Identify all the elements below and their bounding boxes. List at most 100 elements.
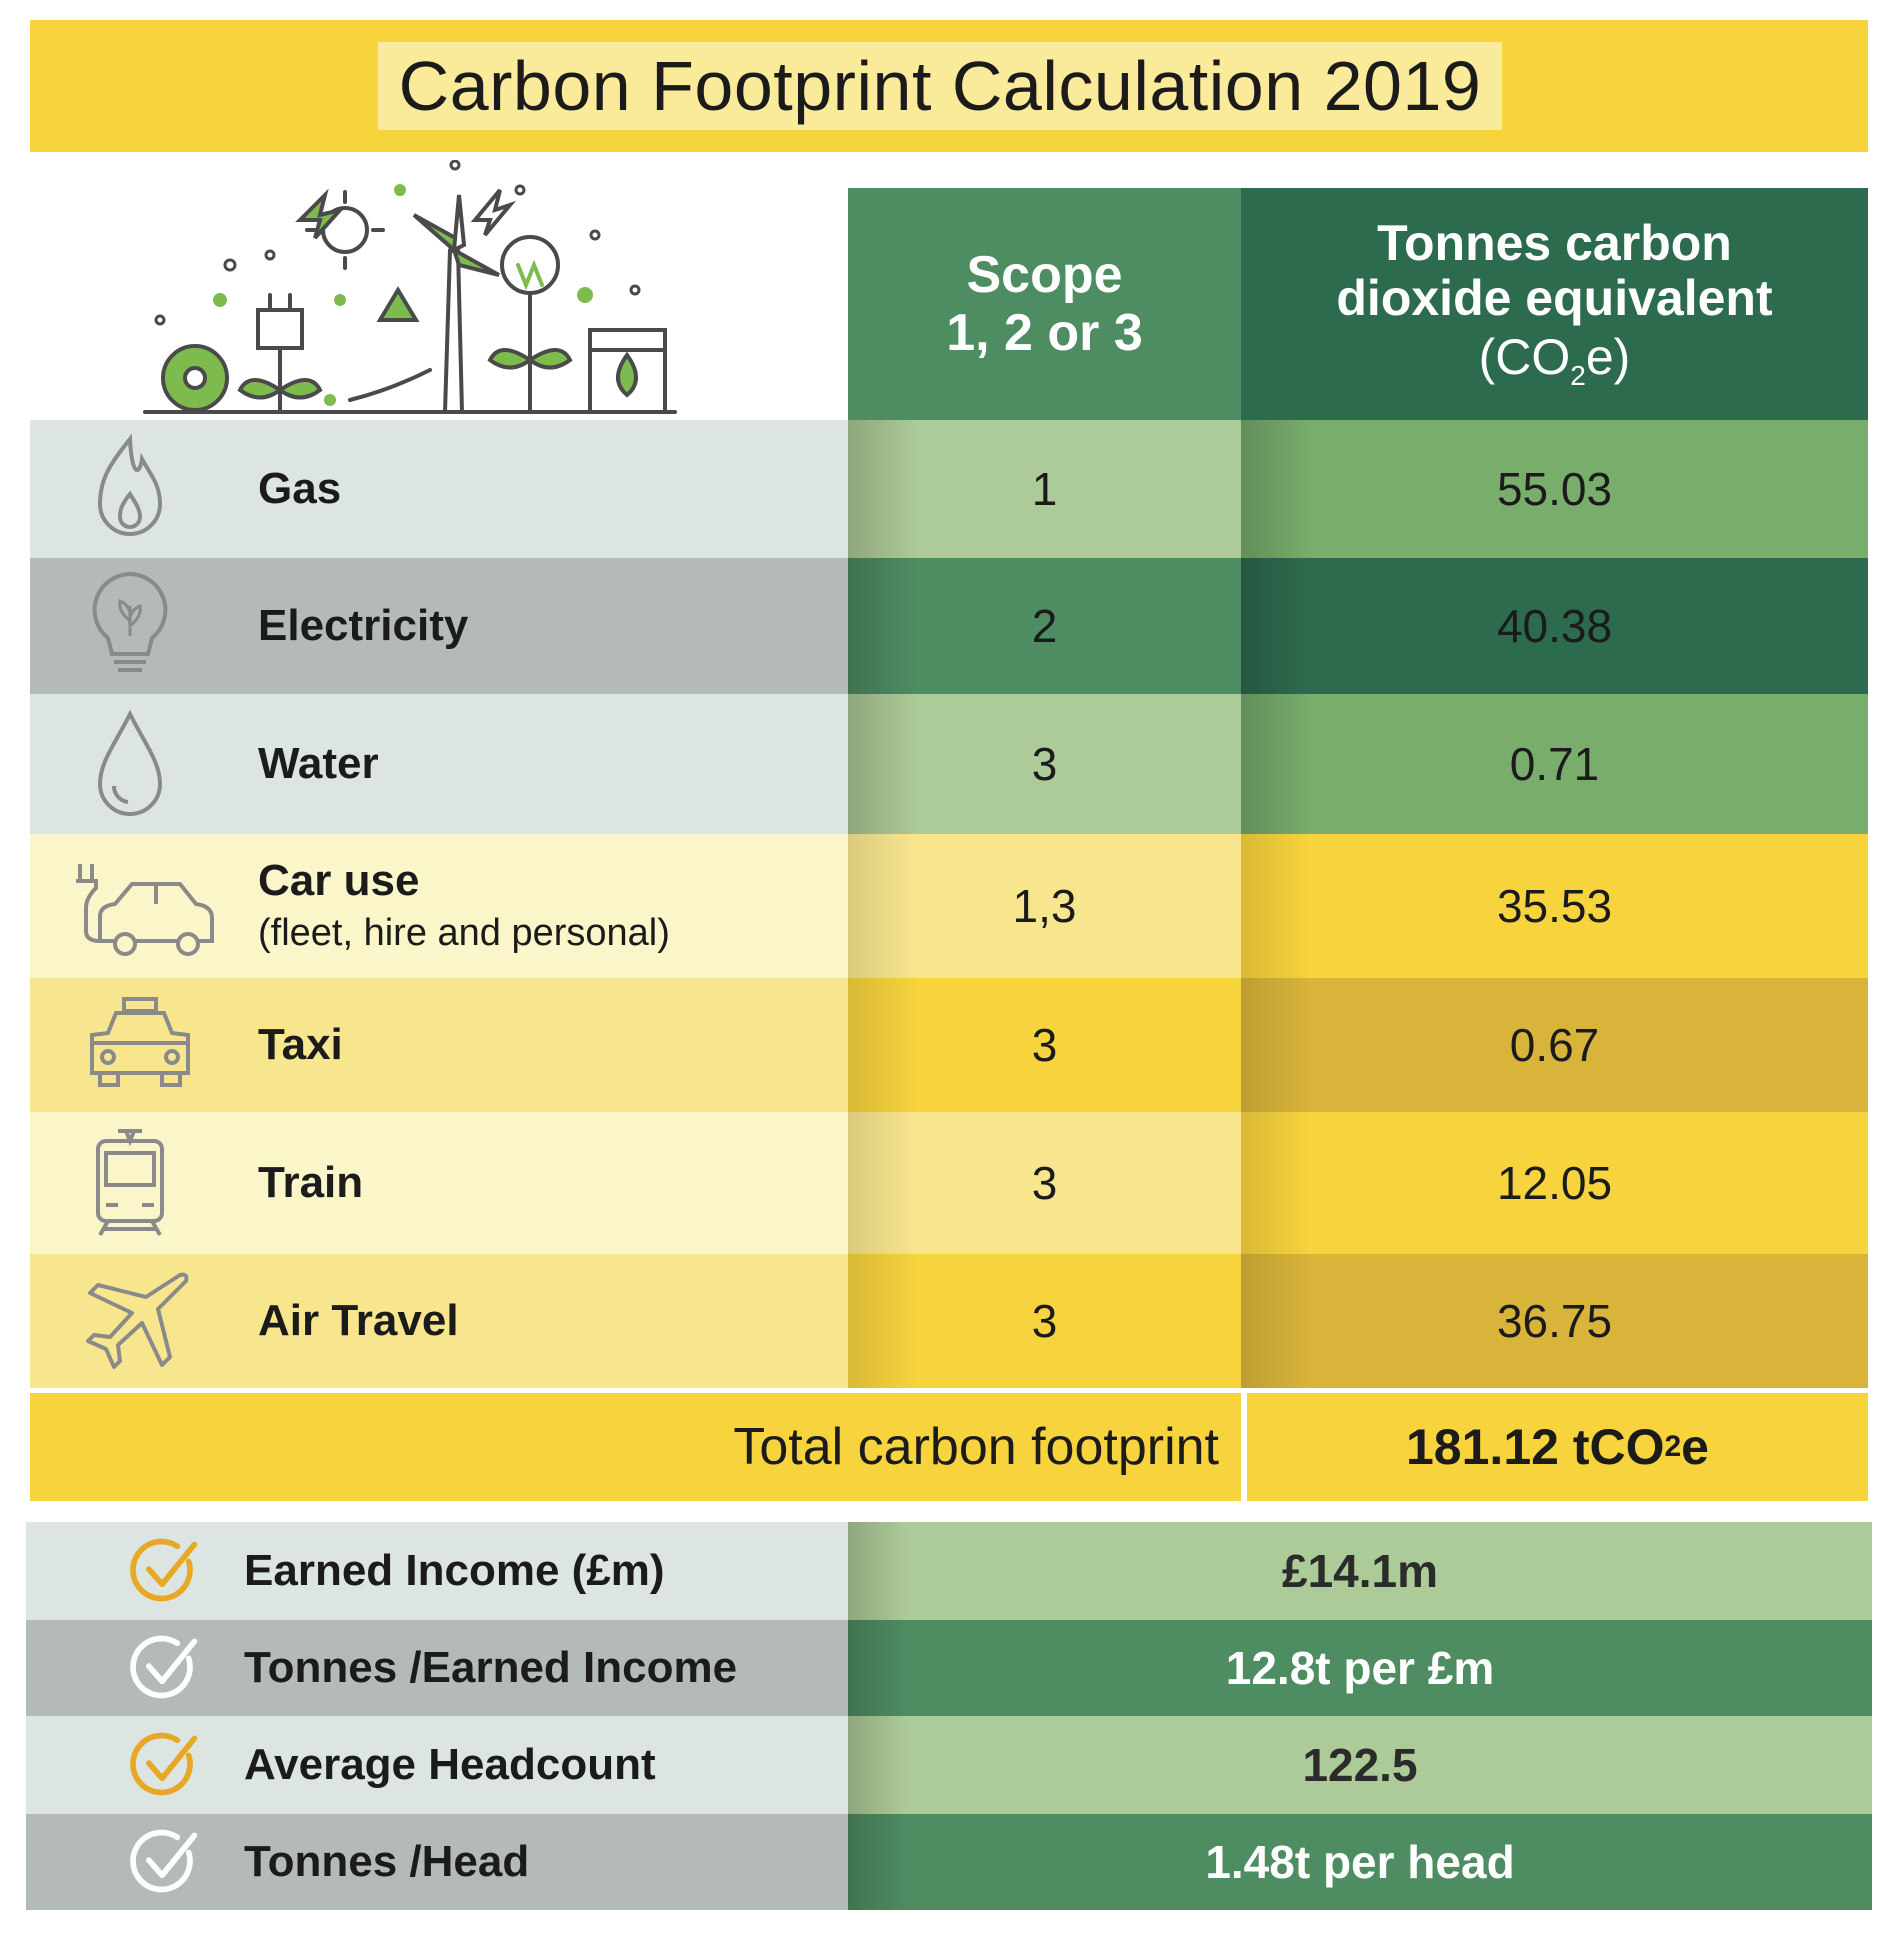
row-shadow bbox=[1241, 420, 1311, 558]
total-value-pre: 181.12 tCO bbox=[1406, 1419, 1665, 1475]
row-scope: 3 bbox=[1031, 1019, 1058, 1071]
summary-value-text: 1.48t per head bbox=[1205, 1836, 1515, 1888]
unit-pre: (CO bbox=[1478, 329, 1571, 386]
row-label: Gas bbox=[258, 464, 342, 513]
row-value-cell: 36.75 bbox=[1241, 1254, 1868, 1388]
row-label-cell: Taxi bbox=[30, 978, 848, 1112]
row-value: 55.03 bbox=[1496, 463, 1613, 515]
row-label-cell: Train bbox=[30, 1112, 848, 1254]
taxi-icon bbox=[90, 997, 190, 1087]
header-scope-line2: 1, 2 or 3 bbox=[946, 304, 1143, 362]
row-shadow bbox=[848, 420, 918, 558]
total-value-sub: 2 bbox=[1664, 1430, 1682, 1463]
check-circle-icon bbox=[130, 1829, 198, 1893]
row-shadow bbox=[1241, 1112, 1311, 1254]
row-scope-cell: 3 bbox=[848, 978, 1241, 1112]
row-scope: 3 bbox=[1031, 1157, 1058, 1209]
row-label: Electricity bbox=[258, 601, 469, 650]
row-value-cell: 35.53 bbox=[1241, 834, 1868, 978]
total-label: Total carbon footprint bbox=[30, 1393, 1241, 1501]
row-value-cell: 0.67 bbox=[1241, 978, 1868, 1112]
summary-value: 12.8t per £m bbox=[848, 1620, 1872, 1716]
summary-label: Tonnes /Head bbox=[244, 1837, 530, 1886]
airplane-icon bbox=[86, 1272, 189, 1369]
row-label: Car use bbox=[258, 856, 420, 905]
row-value-cell: 40.38 bbox=[1241, 558, 1868, 694]
row-shadow bbox=[1241, 978, 1311, 1112]
check-circle-icon bbox=[130, 1732, 198, 1796]
electric-car-icon bbox=[76, 864, 214, 956]
total-value: 181.12 tCO 2 e bbox=[1247, 1393, 1868, 1501]
row-value: 40.38 bbox=[1496, 600, 1613, 652]
row-value: 36.75 bbox=[1496, 1295, 1613, 1347]
row-shadow bbox=[1241, 558, 1311, 694]
row-shadow bbox=[848, 1522, 908, 1620]
summary-row: Tonnes /Head 1.48t per head bbox=[26, 1814, 1872, 1910]
table-row: Water 3 0.71 bbox=[30, 694, 1868, 834]
header-scope: Scope 1, 2 or 3 bbox=[848, 188, 1241, 420]
row-scope-cell: 3 bbox=[848, 1112, 1241, 1254]
row-shadow bbox=[1241, 834, 1311, 978]
row-scope-cell: 2 bbox=[848, 558, 1241, 694]
row-scope: 1 bbox=[1031, 463, 1058, 515]
row-scope: 1,3 bbox=[1012, 880, 1077, 932]
row-scope: 2 bbox=[1031, 600, 1058, 652]
flame-icon bbox=[97, 433, 163, 536]
row-shadow bbox=[848, 834, 918, 978]
summary-value-text: 122.5 bbox=[1302, 1739, 1418, 1791]
row-sublabel: (fleet, hire and personal) bbox=[258, 912, 670, 954]
train-icon bbox=[96, 1129, 164, 1236]
summary-value: 122.5 bbox=[848, 1716, 1872, 1814]
header-tonnes-unit: (CO2e) bbox=[1479, 330, 1631, 392]
lightbulb-icon bbox=[92, 571, 168, 672]
row-shadow bbox=[848, 1814, 908, 1910]
page-title: Carbon Footprint Calculation 2019 bbox=[378, 42, 1502, 130]
row-scope: 3 bbox=[1031, 1295, 1058, 1347]
row-scope-cell: 3 bbox=[848, 1254, 1241, 1388]
summary-label: Earned Income (£m) bbox=[244, 1546, 665, 1595]
row-label-cell: Electricity bbox=[30, 558, 848, 694]
header-tonnes-line2: dioxide equivalent bbox=[1336, 270, 1773, 327]
row-value-cell: 55.03 bbox=[1241, 420, 1868, 558]
table-row: Gas 1 55.03 bbox=[30, 420, 1868, 558]
unit-post: e) bbox=[1585, 329, 1631, 386]
summary-value-text: £14.1m bbox=[1281, 1545, 1438, 1597]
row-shadow bbox=[848, 558, 918, 694]
summary-value: 1.48t per head bbox=[848, 1814, 1872, 1910]
summary-value-text: 12.8t per £m bbox=[1225, 1642, 1495, 1694]
water-drop-icon bbox=[97, 709, 163, 816]
row-label-cell: Air Travel bbox=[30, 1254, 848, 1388]
table-row: Air Travel 3 36.75 bbox=[30, 1254, 1868, 1388]
summary-row: Tonnes /Earned Income 12.8t per £m bbox=[26, 1620, 1872, 1716]
row-value-cell: 12.05 bbox=[1241, 1112, 1868, 1254]
row-label-cell: Gas bbox=[30, 420, 848, 558]
row-label-cell: Water bbox=[30, 694, 848, 834]
row-label: Taxi bbox=[258, 1020, 343, 1069]
unit-sub: 2 bbox=[1570, 360, 1586, 392]
row-scope-cell: 1 bbox=[848, 420, 1241, 558]
row-scope-cell: 3 bbox=[848, 694, 1241, 834]
row-shadow bbox=[1241, 694, 1311, 834]
row-label: Train bbox=[258, 1158, 364, 1207]
row-value: 0.67 bbox=[1509, 1019, 1600, 1071]
summary-label: Average Headcount bbox=[244, 1740, 656, 1789]
row-shadow bbox=[848, 1620, 908, 1716]
row-shadow bbox=[848, 1716, 908, 1814]
row-scope: 3 bbox=[1031, 738, 1058, 790]
table-row: Train 3 12.05 bbox=[30, 1112, 1868, 1254]
summary-label-cell: Tonnes /Head bbox=[26, 1814, 848, 1910]
summary-label: Tonnes /Earned Income bbox=[244, 1643, 738, 1692]
summary-label-cell: Average Headcount bbox=[26, 1716, 848, 1814]
table-row: Taxi 3 0.67 bbox=[30, 978, 1868, 1112]
row-label: Water bbox=[258, 739, 379, 788]
row-label-cell: Car use (fleet, hire and personal) bbox=[30, 834, 848, 978]
row-shadow bbox=[848, 978, 918, 1112]
row-value: 35.53 bbox=[1496, 880, 1613, 932]
summary-row: Earned Income (£m) £14.1m bbox=[26, 1522, 1872, 1620]
summary-value: £14.1m bbox=[848, 1522, 1872, 1620]
summary-label-cell: Earned Income (£m) bbox=[26, 1522, 848, 1620]
row-shadow bbox=[848, 1112, 918, 1254]
table-row: Electricity 2 40.38 bbox=[30, 558, 1868, 694]
row-shadow bbox=[1241, 1254, 1311, 1388]
row-value: 0.71 bbox=[1509, 738, 1600, 790]
